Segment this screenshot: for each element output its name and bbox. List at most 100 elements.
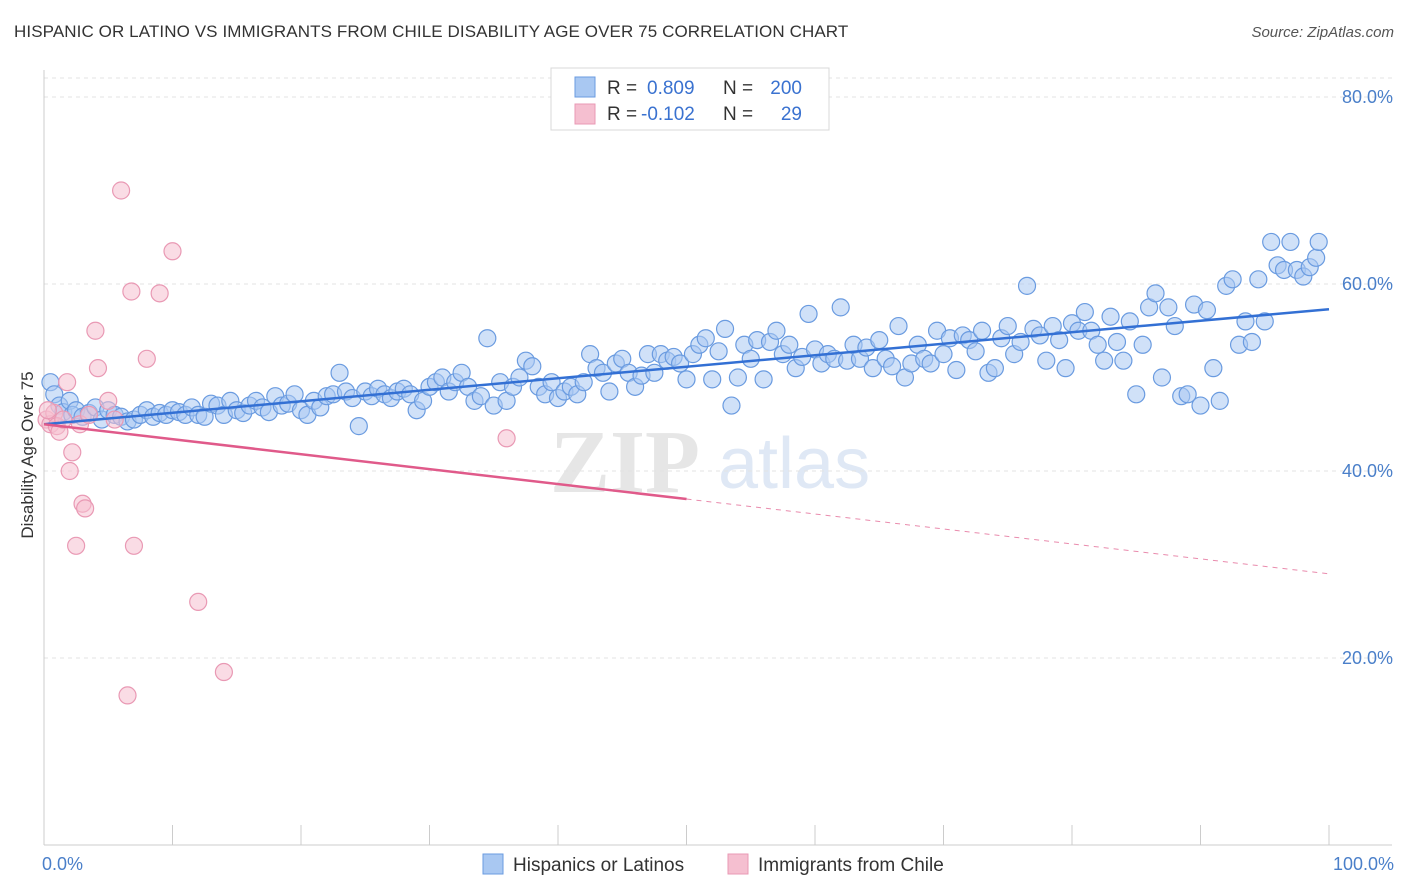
point-pink-21 [124,536,144,555]
y-axis-title: Disability Age Over 75 [18,371,37,538]
top-legend: R = 0.809 N = 200 R = -0.102 N = 29 [550,67,830,131]
legend-n-label-2: N = [723,104,753,125]
legend-r-label-1: R = [607,78,637,99]
source-label: Source: ZipAtlas.com [1251,24,1394,41]
bottom-legend-swatch-blue [482,853,504,875]
top-legend-box [550,67,830,131]
point-blue-77 [523,357,542,376]
point-pink-22 [137,349,156,368]
point-blue-50 [349,417,368,436]
point-blue-186 [1223,270,1242,289]
point-blue-172 [1133,335,1152,354]
point-blue-163 [1075,302,1094,322]
point-blue-85 [574,373,593,392]
point-blue-169 [1114,351,1133,370]
point-blue-154 [1017,276,1037,295]
point-blue-108 [722,396,741,415]
point-blue-104 [696,329,715,348]
legend-n-value-2: 29 [781,104,802,125]
point-blue-146 [966,342,985,361]
point-pink-8 [63,443,82,462]
point-blue-167 [1101,307,1120,326]
point-blue-182 [1197,301,1217,320]
x-tick-labels: 0.0% 100.0% [42,854,1394,874]
point-blue-199 [1307,248,1326,267]
point-pink-27 [497,429,516,448]
trendline-pink-solid [43,423,687,501]
point-blue-184 [1210,391,1229,410]
point-pink-20 [122,282,141,301]
legend-n-value-1: 200 [770,78,802,99]
point-pink-19 [118,686,137,705]
point-blue-69 [471,387,490,406]
legend-r-label-2: R = [607,104,637,125]
point-pink-18 [111,181,131,200]
point-pink-16 [99,391,118,410]
point-blue-89 [600,382,619,401]
point-pink-7 [60,461,79,481]
point-blue-141 [934,345,953,364]
y-tick-label-80: 80.0% [1342,87,1393,107]
point-blue-183 [1204,359,1223,378]
point-blue-190 [1249,270,1268,289]
point-pink-9 [67,536,86,555]
point-blue-200 [1309,232,1328,252]
point-blue-133 [882,357,902,376]
point-blue-191 [1255,312,1274,331]
point-blue-96 [645,363,664,382]
point-blue-147 [972,321,992,340]
point-pink-12 [76,499,95,518]
point-blue-125 [831,298,850,317]
point-blue-157 [1037,351,1056,370]
point-blue-192 [1262,232,1281,252]
point-blue-105 [703,370,722,389]
point-blue-179 [1178,385,1197,404]
point-blue-130 [863,359,882,378]
point-blue-109 [728,368,748,387]
point-blue-106 [709,342,728,361]
legend-r-value-1: 0.809 [647,78,695,99]
trendline-blue [43,307,1330,426]
axes [43,70,1392,846]
point-blue-134 [889,316,908,336]
point-blue-117 [780,335,799,354]
legend-n-label-1: N = [723,78,753,99]
point-blue-101 [677,370,696,389]
point-blue-171 [1127,385,1146,404]
point-blue-165 [1088,335,1107,354]
point-blue-181 [1191,396,1210,415]
legend-swatch-pink [574,103,596,125]
point-blue-177 [1165,316,1184,336]
point-pink-6 [58,373,77,392]
point-blue-115 [767,321,786,340]
point-blue-113 [754,370,773,389]
point-pink-25 [189,592,208,612]
point-pink-14 [86,321,105,340]
point-blue-47 [330,363,349,382]
point-pink-24 [163,242,182,261]
point-blue-195 [1281,232,1300,252]
point-blue-149 [985,359,1005,378]
point-pink-26 [214,662,233,682]
y-tick-labels: 20.0% 40.0% 60.0% 80.0% [1342,87,1393,668]
point-blue-159 [1050,331,1069,350]
grid-lines [44,77,1392,659]
chart-title: HISPANIC OR LATINO VS IMMIGRANTS FROM CH… [14,22,849,41]
point-blue-111 [741,349,760,368]
point-blue-176 [1159,298,1178,317]
y-tick-label-20: 20.0% [1342,648,1393,668]
point-blue-174 [1146,284,1165,303]
point-blue-143 [947,360,966,380]
point-blue-160 [1056,359,1075,378]
point-pink-23 [150,284,169,303]
bottom-legend-label-pink: Immigrants from Chile [758,855,944,876]
scatter-points [37,181,1328,705]
trendline-pink-dashed [686,498,1330,575]
point-pink-28 [38,401,57,420]
bottom-legend-label-blue: Hispanics or Latinos [513,855,684,876]
legend-swatch-blue [574,76,596,98]
x-ticks [43,825,1330,845]
legend-r-value-2: -0.102 [641,104,695,125]
x-tick-label-100: 100.0% [1333,854,1394,874]
